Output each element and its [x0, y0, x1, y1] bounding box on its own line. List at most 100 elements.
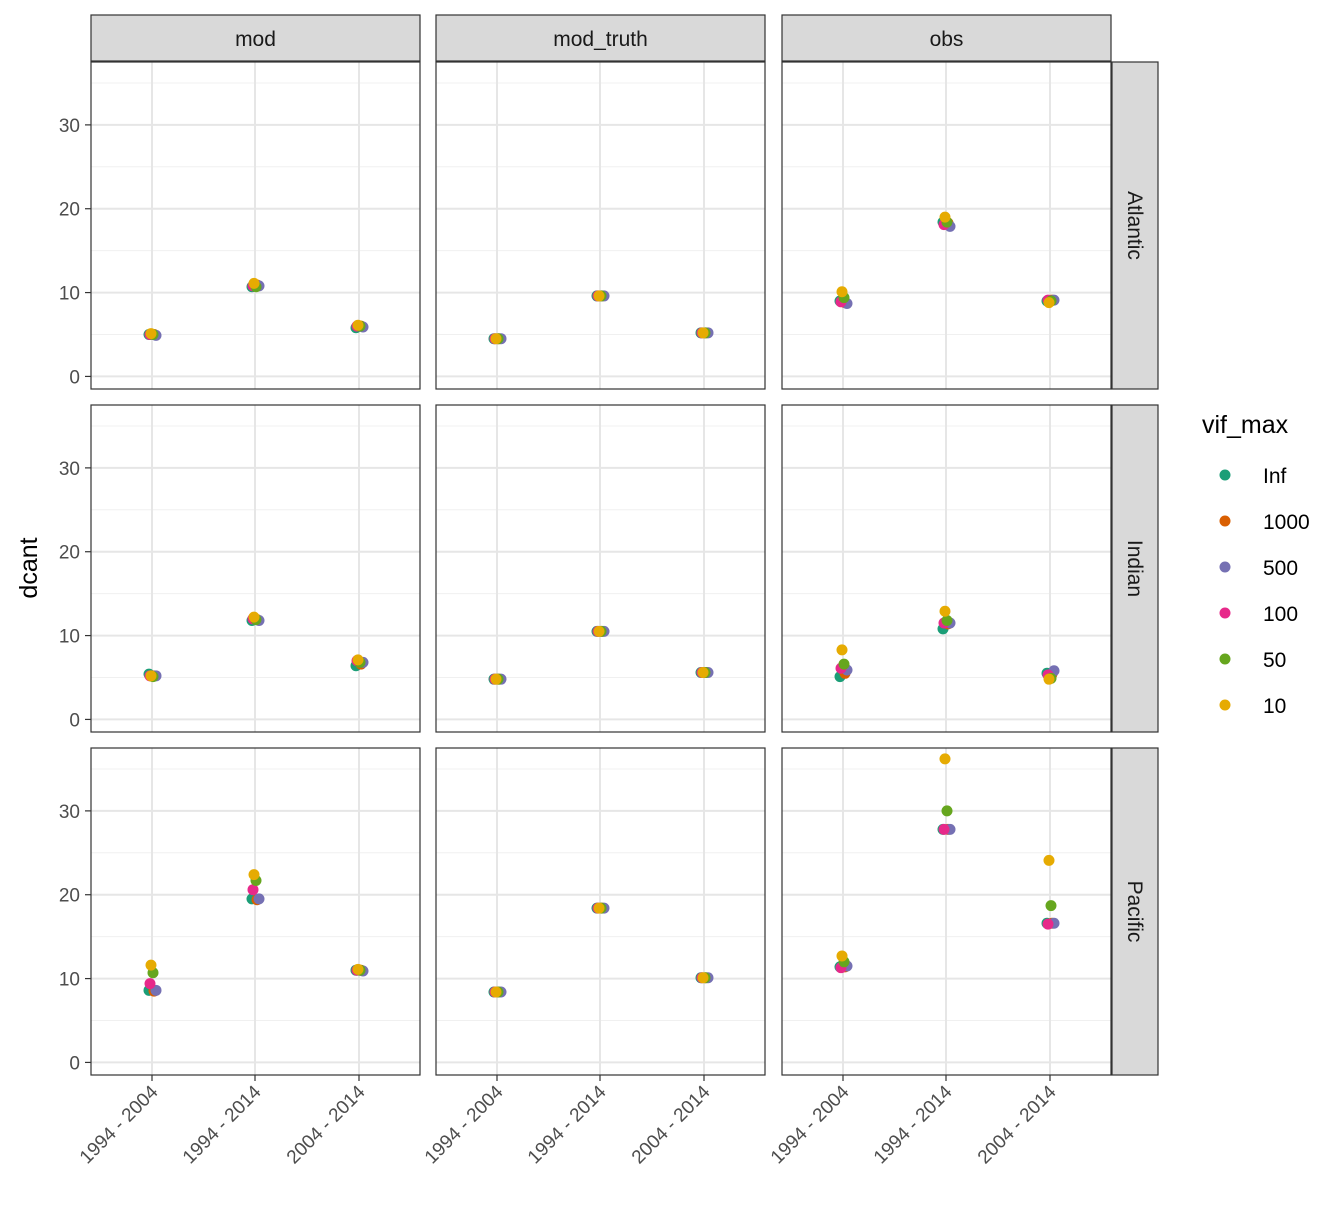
data-point-10	[836, 950, 848, 962]
data-point-10	[593, 902, 605, 914]
data-point-10	[939, 753, 951, 765]
x-tick-label: 1994 - 2014	[870, 1081, 957, 1168]
panel-atlantic-obs	[781, 61, 1112, 390]
legend-key-100	[1219, 607, 1231, 619]
data-point-10	[352, 319, 364, 331]
y-tick-label: 20	[59, 886, 80, 907]
y-tick-label: 0	[69, 1053, 80, 1074]
data-point-100	[247, 884, 259, 896]
facet-strip-indian	[1111, 404, 1159, 733]
data-point-10	[490, 986, 502, 998]
facet-strip-label: Pacific	[1123, 881, 1146, 943]
data-point-10	[248, 277, 260, 289]
legend-label: 500	[1263, 557, 1298, 580]
y-tick-label: 20	[59, 543, 80, 564]
data-point-10	[1043, 673, 1055, 685]
panel-pacific-obs	[781, 747, 1112, 1076]
panel-indian-mod-truth	[435, 404, 766, 733]
y-tick-label: 20	[59, 200, 80, 221]
facet-strip-label: mod	[235, 28, 276, 51]
facet-strip-label: obs	[930, 28, 964, 51]
y-tick-label: 0	[69, 367, 80, 388]
data-point-10	[248, 611, 260, 623]
data-point-10	[697, 327, 709, 339]
legend-title: vif_max	[1202, 411, 1289, 439]
legend-label: 1000	[1263, 511, 1310, 534]
data-point-10	[1043, 854, 1055, 866]
panel-pacific-mod-truth	[435, 747, 766, 1076]
data-point-10	[490, 673, 502, 685]
data-point-50	[1045, 900, 1057, 912]
legend-key-1000	[1219, 515, 1231, 527]
data-point-10	[697, 666, 709, 678]
panel-atlantic-mod	[90, 61, 421, 390]
data-point-100	[1042, 918, 1054, 930]
data-point-100	[144, 978, 156, 990]
y-tick-label: 30	[59, 802, 80, 823]
facet-strip-label: mod_truth	[553, 28, 648, 51]
panel-border	[435, 61, 766, 390]
x-tick-label: 1994 - 2014	[524, 1081, 611, 1168]
facet-strip-obs	[781, 14, 1112, 62]
data-point-10	[352, 963, 364, 975]
data-point-10	[352, 654, 364, 666]
y-tick-label: 0	[69, 710, 80, 731]
x-tick-label: 1994 - 2004	[421, 1081, 508, 1168]
legend-key-500	[1219, 561, 1231, 573]
facet-strip-mod-truth	[435, 14, 766, 62]
data-point-50	[941, 805, 953, 817]
data-point-10	[145, 959, 157, 971]
x-tick-label: 1994 - 2014	[179, 1081, 266, 1168]
legend-label: 10	[1263, 695, 1286, 718]
x-tick-label: 2004 - 2014	[974, 1081, 1061, 1168]
panel-border	[90, 61, 421, 390]
x-tick-label: 2004 - 2014	[283, 1081, 370, 1168]
facet-strip-label: Atlantic	[1123, 191, 1146, 260]
data-point-10	[939, 211, 951, 223]
data-point-10	[1043, 297, 1055, 309]
data-point-10	[145, 328, 157, 340]
data-point-500	[253, 893, 265, 905]
y-tick-label: 30	[59, 116, 80, 137]
data-point-10	[145, 670, 157, 682]
panel-border	[435, 404, 766, 733]
panel-atlantic-mod-truth	[435, 61, 766, 390]
legend-label: 50	[1263, 649, 1286, 672]
facet-strip-label: Indian	[1123, 540, 1146, 597]
legend-key-10	[1219, 699, 1231, 711]
x-tick-label: 2004 - 2014	[628, 1081, 715, 1168]
y-tick-label: 30	[59, 459, 80, 480]
data-point-10	[697, 972, 709, 984]
legend-label: Inf	[1263, 465, 1287, 488]
legend-key-50	[1219, 653, 1231, 665]
x-tick-label: 1994 - 2004	[767, 1081, 854, 1168]
panel-indian-mod	[90, 404, 421, 733]
facet-strip-atlantic	[1111, 61, 1159, 390]
data-point-10	[836, 644, 848, 656]
y-tick-label: 10	[59, 627, 80, 648]
data-point-50	[838, 658, 850, 670]
data-point-50	[941, 614, 953, 626]
data-point-10	[593, 290, 605, 302]
data-point-10	[593, 625, 605, 637]
legend-label: 100	[1263, 603, 1298, 626]
data-point-100	[938, 823, 950, 835]
legend: vif_max Inf 1000 500 100 50 10	[1202, 411, 1310, 718]
panel-border	[781, 404, 1112, 733]
legend-key-inf	[1219, 469, 1231, 481]
panels-layer: mod mod_truth obs Atlantic Indian Pacific	[90, 14, 1159, 1076]
panel-indian-obs	[781, 404, 1112, 733]
data-point-10	[248, 869, 260, 881]
y-tick-label: 10	[59, 284, 80, 305]
x-tick-label: 1994 - 2004	[76, 1081, 163, 1168]
panel-border	[90, 404, 421, 733]
data-point-10	[939, 605, 951, 617]
y-tick-label: 10	[59, 970, 80, 991]
y-axis-title: dcant	[15, 537, 43, 598]
panel-pacific-mod	[90, 747, 421, 1076]
panel-border	[781, 61, 1112, 390]
data-point-10	[490, 333, 502, 345]
data-point-10	[836, 286, 848, 298]
facet-strip-mod	[90, 14, 421, 62]
